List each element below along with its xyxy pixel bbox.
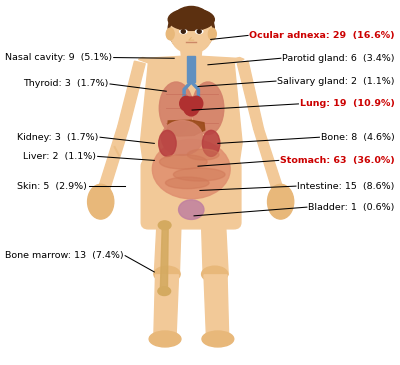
Text: Nasal cavity: 9  (5.1%): Nasal cavity: 9 (5.1%) <box>5 53 112 62</box>
Ellipse shape <box>196 29 203 34</box>
Ellipse shape <box>202 331 234 347</box>
Ellipse shape <box>202 266 228 282</box>
Ellipse shape <box>208 28 216 40</box>
Ellipse shape <box>192 82 224 135</box>
Ellipse shape <box>149 331 181 347</box>
Ellipse shape <box>158 221 171 230</box>
Polygon shape <box>254 129 285 195</box>
Ellipse shape <box>197 30 201 33</box>
Polygon shape <box>181 51 202 59</box>
Polygon shape <box>237 61 264 129</box>
Ellipse shape <box>170 13 212 54</box>
Text: Lung: 19  (10.9%): Lung: 19 (10.9%) <box>300 99 395 108</box>
Ellipse shape <box>168 9 214 30</box>
Text: Parotid gland: 6  (3.4%): Parotid gland: 6 (3.4%) <box>282 54 395 63</box>
Text: Kidney: 3  (1.7%): Kidney: 3 (1.7%) <box>17 133 99 142</box>
Ellipse shape <box>190 96 203 111</box>
Text: Thyroid: 3  (1.7%): Thyroid: 3 (1.7%) <box>23 80 109 88</box>
Polygon shape <box>138 56 244 168</box>
Ellipse shape <box>180 29 187 34</box>
Ellipse shape <box>183 97 199 116</box>
Text: Stomach: 63  (36.0%): Stomach: 63 (36.0%) <box>280 156 395 165</box>
Ellipse shape <box>159 130 176 157</box>
Polygon shape <box>201 213 228 275</box>
Text: Bone: 8  (4.6%): Bone: 8 (4.6%) <box>321 133 395 142</box>
Text: Salivary gland: 2  (1.1%): Salivary gland: 2 (1.1%) <box>277 77 395 85</box>
Polygon shape <box>204 275 229 334</box>
Ellipse shape <box>202 130 220 157</box>
FancyBboxPatch shape <box>141 160 241 229</box>
Ellipse shape <box>166 177 209 189</box>
Ellipse shape <box>268 184 294 219</box>
Ellipse shape <box>162 120 203 155</box>
Ellipse shape <box>168 7 214 51</box>
Ellipse shape <box>154 266 180 282</box>
Ellipse shape <box>160 155 207 169</box>
Text: Bladder: 1  (0.6%): Bladder: 1 (0.6%) <box>308 203 395 212</box>
Ellipse shape <box>166 28 174 40</box>
Ellipse shape <box>88 184 114 219</box>
Text: Ocular adnexa: 29  (16.6%): Ocular adnexa: 29 (16.6%) <box>249 31 395 40</box>
Ellipse shape <box>152 139 230 199</box>
Polygon shape <box>118 61 145 129</box>
Ellipse shape <box>180 96 192 111</box>
Polygon shape <box>168 120 205 136</box>
Text: Bone marrow: 13  (7.4%): Bone marrow: 13 (7.4%) <box>5 251 124 260</box>
Ellipse shape <box>159 82 193 135</box>
Text: Skin: 5  (2.9%): Skin: 5 (2.9%) <box>17 182 87 191</box>
Polygon shape <box>187 56 195 82</box>
Polygon shape <box>97 126 128 195</box>
Ellipse shape <box>181 30 185 33</box>
Text: Liver: 2  (1.1%): Liver: 2 (1.1%) <box>23 152 96 161</box>
Polygon shape <box>154 275 178 334</box>
Ellipse shape <box>158 287 171 296</box>
Ellipse shape <box>173 168 225 181</box>
Polygon shape <box>160 226 168 291</box>
Ellipse shape <box>187 149 219 160</box>
Ellipse shape <box>178 200 204 219</box>
Polygon shape <box>154 213 181 275</box>
Text: Intestine: 15  (8.6%): Intestine: 15 (8.6%) <box>297 182 395 191</box>
